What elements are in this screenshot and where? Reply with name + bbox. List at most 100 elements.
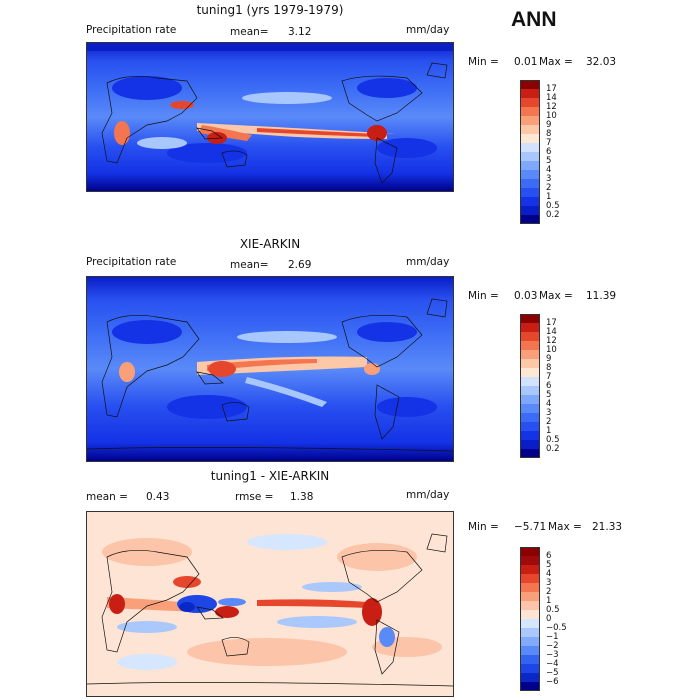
colorbar-tick-label: 0.5 [546, 200, 560, 211]
colorbar-swatch [520, 350, 540, 359]
panel-1-min-value: 0.01 [514, 56, 538, 68]
colorbar-tick-label: 12 [546, 335, 557, 346]
colorbar-tick-label: −3 [546, 649, 559, 660]
colorbar-tick-label: 8 [546, 362, 552, 373]
colorbar-swatch [520, 206, 540, 215]
panel-1-min-label: Min = [468, 56, 499, 68]
colorbar-swatch [520, 547, 540, 556]
colorbar-swatch [520, 574, 540, 583]
colorbar-tick-label: 2 [546, 416, 552, 427]
panel-2-min-value: 0.03 [514, 290, 538, 302]
panel-3-map [86, 511, 454, 697]
colorbar-tick-label: 6 [546, 550, 552, 561]
colorbar-swatch [520, 170, 540, 179]
colorbar-swatch [520, 601, 540, 610]
panel-1-map [86, 42, 454, 192]
panel-1-max-label: Max = [539, 56, 573, 68]
colorbar-tick-label: 0.5 [546, 604, 560, 615]
colorbar-tick-label: 14 [546, 92, 557, 103]
colorbar-swatch [520, 134, 540, 143]
colorbar-tick-label: 1 [546, 595, 552, 606]
colorbar-tick-label: 3 [546, 407, 552, 418]
colorbar-tick-label: 4 [546, 398, 552, 409]
colorbar-tick-label: 9 [546, 353, 552, 364]
colorbar-swatch [520, 646, 540, 655]
colorbar-swatch [520, 80, 540, 89]
colorbar-swatch [520, 664, 540, 673]
colorbar-swatch [520, 314, 540, 323]
colorbar-swatch [520, 197, 540, 206]
colorbar-swatch [520, 628, 540, 637]
colorbar-swatch [520, 565, 540, 574]
colorbar-tick-label: 2 [546, 182, 552, 193]
panel-3-mean-value: 0.43 [146, 491, 170, 503]
colorbar-swatch [520, 449, 540, 458]
panel-3-rmse-label: rmse = [235, 491, 274, 503]
colorbar-tick-label: 0.5 [546, 434, 560, 445]
colorbar-tick-label: 5 [546, 389, 552, 400]
colorbar-swatch [520, 395, 540, 404]
colorbar-swatch [520, 592, 540, 601]
panel-1-mean-value: 3.12 [288, 26, 312, 38]
colorbar-tick-label: 6 [546, 380, 552, 391]
panel-2-variable: Precipitation rate [86, 256, 177, 268]
colorbar-swatch [520, 440, 540, 449]
colorbar-swatch [520, 610, 540, 619]
colorbar-tick-label: 12 [546, 101, 557, 112]
panel-2-max-label: Max = [539, 290, 573, 302]
panel-3-mean-label: mean = [86, 491, 128, 503]
colorbar-swatch [520, 619, 540, 628]
colorbar-tick-label: 10 [546, 344, 557, 355]
colorbar-swatch [520, 404, 540, 413]
colorbar-swatch [520, 673, 540, 682]
colorbar-tick-label: 7 [546, 137, 552, 148]
colorbar-swatch [520, 107, 540, 116]
colorbar-tick-label: 5 [546, 559, 552, 570]
colorbar-tick-label: 7 [546, 371, 552, 382]
panel-1-max-value: 32.03 [586, 56, 617, 68]
colorbar-swatch [520, 422, 540, 431]
colorbar-tick-label: 1 [546, 425, 552, 436]
colorbar-tick-label: 0 [546, 613, 552, 624]
colorbar-swatch [520, 98, 540, 107]
colorbar-tick-label: −1 [546, 631, 559, 642]
panel-2-units: mm/day [406, 256, 450, 268]
colorbar-swatch [520, 341, 540, 350]
colorbar-swatch [520, 431, 540, 440]
panel-1-colorbar [520, 80, 540, 224]
panel-3-min-label: Min = [468, 521, 499, 533]
colorbar-swatch [520, 215, 540, 224]
colorbar-tick-label: 1 [546, 191, 552, 202]
colorbar-swatch [520, 368, 540, 377]
colorbar-swatch [520, 143, 540, 152]
colorbar-swatch [520, 116, 540, 125]
colorbar-tick-label: 10 [546, 110, 557, 121]
panel-3-max-label: Max = [548, 521, 582, 533]
colorbar-tick-label: −5 [546, 667, 559, 678]
panel-3-units: mm/day [406, 489, 450, 501]
colorbar-tick-label: −4 [546, 658, 559, 669]
colorbar-tick-label: 4 [546, 164, 552, 175]
colorbar-tick-label: 3 [546, 577, 552, 588]
colorbar-tick-label: 8 [546, 128, 552, 139]
panel-1-units: mm/day [406, 24, 450, 36]
panel-3-min-value: −5.71 [514, 521, 547, 533]
colorbar-swatch [520, 332, 540, 341]
colorbar-swatch [520, 413, 540, 422]
colorbar-tick-label: 14 [546, 326, 557, 337]
colorbar-tick-label: 0.2 [546, 209, 560, 220]
colorbar-swatch [520, 583, 540, 592]
colorbar-swatch [520, 682, 540, 691]
colorbar-tick-label: 17 [546, 83, 557, 94]
colorbar-swatch [520, 655, 540, 664]
colorbar-tick-label: 9 [546, 119, 552, 130]
panel-3-max-value: 21.33 [592, 521, 623, 533]
panel-3-colorbar [520, 547, 540, 691]
colorbar-swatch [520, 323, 540, 332]
colorbar-swatch [520, 188, 540, 197]
panel-2-max-value: 11.39 [586, 290, 617, 302]
colorbar-tick-label: −0.5 [546, 622, 567, 633]
panel-2-colorbar [520, 314, 540, 458]
panel-3-rmse-value: 1.38 [290, 491, 314, 503]
panel-2-min-label: Min = [468, 290, 499, 302]
